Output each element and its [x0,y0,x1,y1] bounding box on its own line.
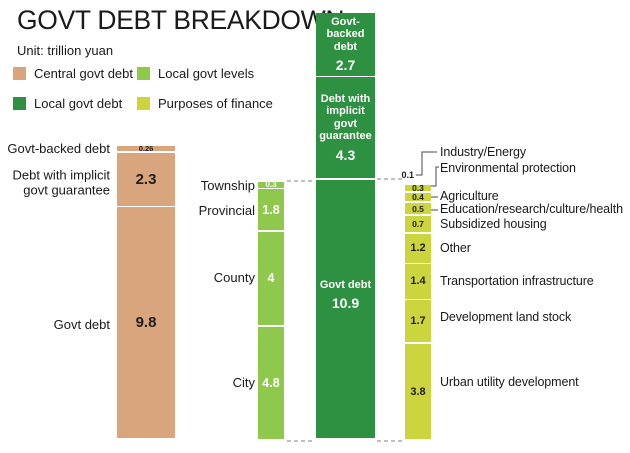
legend-label: Local govt levels [158,66,255,81]
label-education-research-culture-health: Education/research/culture/health [440,201,623,216]
connector-environmental-protection [431,166,439,187]
segment-value: 0.3 [412,183,424,194]
segment-label: Govt debt [319,278,372,291]
unit-label: Unit: trillion yuan [17,43,114,58]
legend-label: Local govt debt [34,96,123,111]
segment-value: 0.26 [138,144,154,153]
segment-value: 4.8 [262,375,280,390]
segment-value: 0.3 [265,180,277,190]
page-title: GOVT DEBT BREAKDOWN [17,5,345,35]
segment-central-govt-debt-govt-debt: 9.8 [117,207,175,438]
segment-local-govt-levels-provincial: 1.8 [258,189,284,231]
purposes-of-finance-swatch [137,97,150,110]
segment-value: 1.8 [262,202,280,217]
legend-item-local-govt-debt: Local govt debt [13,96,137,111]
legend: Central govt debt Local govt levels Loca… [13,66,273,111]
label-debt-with-implicit-govt-guarantee: Debt with implicit govt guarantee [12,167,110,197]
label-provincial: Provincial [198,202,255,218]
segment-label: Debt with implicit govt guarantee [319,92,372,143]
label-environmental-protection: Environmental protection [440,160,576,175]
label-govt-debt: Govt debt [53,316,110,332]
segment-local-govt-debt-govt-backed-debt: Govt-backed debt 2.7 [316,13,375,76]
segment-purposes-of-finance-environmental-protection: 0.3 [405,183,431,194]
segment-value: 0.7 [412,218,424,229]
local-govt-debt-swatch [13,97,26,110]
segment-purposes-of-finance-agriculture: 0.4 [405,192,431,203]
segment-purposes-of-finance-other: 1.2 [405,233,431,263]
legend-label: Central govt debt [34,66,134,81]
label-other: Other [440,240,471,255]
segment-value: 4.3 [335,146,356,163]
label-transportation-infrastructure: Transportation infrastructure [440,273,594,288]
label-govt-backed-debt: Govt-backed debt [7,140,110,156]
segment-value: 9.8 [135,313,157,331]
segment-value: 10.9 [331,295,360,312]
segment-purposes-of-finance-development-land-stock: 1.7 [405,300,431,343]
legend-item-central-govt-debt: Central govt debt [13,66,137,81]
segment-purposes-of-finance-subsidized-housing: 0.7 [405,215,431,233]
segment-local-govt-levels-county: 4 [258,231,284,326]
segment-central-govt-debt-debt-with-implicit-govt-guarantee: 2.3 [117,152,175,206]
bar-local-govt-debt: Govt-backed debt 2.7 Debt with implicit go… [316,13,375,439]
segment-value: 1.7 [410,315,426,328]
segment-value: 3.8 [410,385,426,398]
legend-item-local-govt-levels: Local govt levels [137,66,273,81]
bar-purposes-of-finance: 0.3 0.4 0.5 0.7 1.2 1.4 1.7 3.8 [405,183,431,440]
label-subsidized-housing: Subsidized housing [440,216,547,231]
label-development-land-stock: Development land stock [440,309,572,324]
segment-purposes-of-finance-urban-utility-development: 3.8 [405,343,431,440]
segment-value: 4 [267,271,275,286]
connector-industry-energy [416,151,437,176]
segment-value: 1.2 [410,242,426,255]
label-agriculture: Agriculture [440,188,499,203]
label-urban-utility-development: Urban utility development [440,374,579,389]
label-county: County [213,269,255,285]
industry-energy-value-label: 0.1 [401,170,414,180]
segment-local-govt-debt-debt-with-implicit-govt-guarantee: Debt with implicit govt guarantee 4.3 [316,77,375,179]
segment-purposes-of-finance-education-research-culture-health: 0.5 [405,202,431,215]
label-city: City [232,374,255,390]
label-industry-energy: Industry/Energy [440,144,527,159]
legend-label: Purposes of finance [158,96,273,111]
segment-value: 1.4 [410,275,426,288]
label-township: Township [200,177,255,193]
segment-purposes-of-finance-transportation-infrastructure: 1.4 [405,264,431,299]
bar-central-govt-debt: 0.26 2.3 9.8 [117,144,175,438]
legend-item-purposes-of-finance: Purposes of finance [137,96,273,111]
segment-central-govt-debt-govt-backed-debt: 0.26 [117,144,175,153]
segment-value: 0.5 [412,203,424,214]
segment-value: 2.7 [335,57,356,74]
segment-local-govt-debt-govt-debt: Govt debt 10.9 [316,179,375,439]
bar-local-govt-levels: 0.3 1.8 4 4.8 [258,180,284,439]
central-govt-debt-swatch [13,67,26,80]
segment-value: 0.4 [412,192,424,203]
local-govt-levels-swatch [137,67,150,80]
segment-value: 2.3 [135,170,157,188]
segment-local-govt-levels-township: 0.3 [258,180,284,190]
segment-label: Govt-backed debt [326,15,365,53]
segment-local-govt-levels-city: 4.8 [258,326,284,439]
